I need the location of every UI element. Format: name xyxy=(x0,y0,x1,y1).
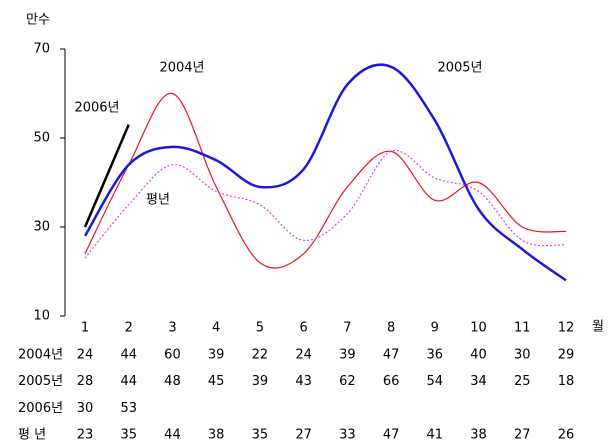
table-value: 62 xyxy=(339,374,356,389)
x-tick-label: 6 xyxy=(299,321,307,336)
x-tick-label: 2 xyxy=(125,321,133,336)
table-value: 47 xyxy=(383,428,400,443)
x-tick-label: 12 xyxy=(558,321,575,336)
table-value: 24 xyxy=(295,348,312,363)
table-value: 22 xyxy=(252,348,269,363)
table-value: 38 xyxy=(208,428,225,443)
series-line xyxy=(83,63,567,282)
table-value: 60 xyxy=(164,348,181,363)
x-tick-label: 7 xyxy=(343,321,351,336)
table-value: 53 xyxy=(120,401,137,416)
table-value: 34 xyxy=(470,374,487,389)
table-value: 66 xyxy=(383,374,400,389)
row-label: 2005년 xyxy=(18,374,63,389)
series-label: 2006년 xyxy=(74,101,119,116)
table-value: 40 xyxy=(470,348,487,363)
table-value: 39 xyxy=(339,348,356,363)
table-value: 25 xyxy=(514,374,531,389)
x-tick-label: 5 xyxy=(256,321,264,336)
x-tick-label: 10 xyxy=(470,321,487,336)
table-value: 47 xyxy=(383,348,400,363)
table-value: 54 xyxy=(427,374,444,389)
series-line xyxy=(84,149,567,259)
x-tick-label: 3 xyxy=(168,321,176,336)
series-label: 2004년 xyxy=(159,61,204,76)
table-value: 43 xyxy=(295,374,312,389)
table-value: 35 xyxy=(252,428,269,443)
table-value: 36 xyxy=(427,348,444,363)
table-value: 45 xyxy=(208,374,225,389)
table-value: 29 xyxy=(558,348,575,363)
x-tick-label: 1 xyxy=(81,321,89,336)
table-value: 27 xyxy=(295,428,312,443)
table-value: 23 xyxy=(77,428,94,443)
table-value: 48 xyxy=(164,374,181,389)
y-tick-label: 70 xyxy=(33,42,50,57)
table-value: 38 xyxy=(470,428,487,443)
y-tick-label: 10 xyxy=(33,309,50,324)
y-unit: 만수 xyxy=(26,13,50,28)
x-tick-label: 11 xyxy=(514,321,531,336)
series-label: 2005년 xyxy=(437,61,482,76)
series-line xyxy=(84,92,567,269)
table-value: 33 xyxy=(339,428,356,443)
table-value: 18 xyxy=(558,374,575,389)
row-label: 평 년 xyxy=(18,428,46,443)
table-value: 30 xyxy=(77,401,94,416)
x-tick-label: 4 xyxy=(212,321,220,336)
table-value: 35 xyxy=(120,428,137,443)
series-label: 평년 xyxy=(146,193,170,208)
row-label: 2004년 xyxy=(18,348,63,363)
table-value: 26 xyxy=(558,428,575,443)
table-value: 28 xyxy=(77,374,94,389)
table-value: 27 xyxy=(514,428,531,443)
row-label: 2006년 xyxy=(18,401,63,416)
table-value: 44 xyxy=(164,428,181,443)
table-value: 41 xyxy=(427,428,444,443)
x-unit: 월 xyxy=(592,320,604,335)
x-tick-label: 8 xyxy=(387,321,395,336)
x-tick-label: 9 xyxy=(431,321,439,336)
series-line xyxy=(83,124,130,228)
table-value: 44 xyxy=(120,374,137,389)
table-value: 44 xyxy=(120,348,137,363)
y-tick-label: 50 xyxy=(33,131,50,146)
table-value: 39 xyxy=(252,374,269,389)
table-value: 24 xyxy=(77,348,94,363)
y-tick-label: 30 xyxy=(33,220,50,235)
table-value: 39 xyxy=(208,348,225,363)
table-value: 30 xyxy=(514,348,531,363)
